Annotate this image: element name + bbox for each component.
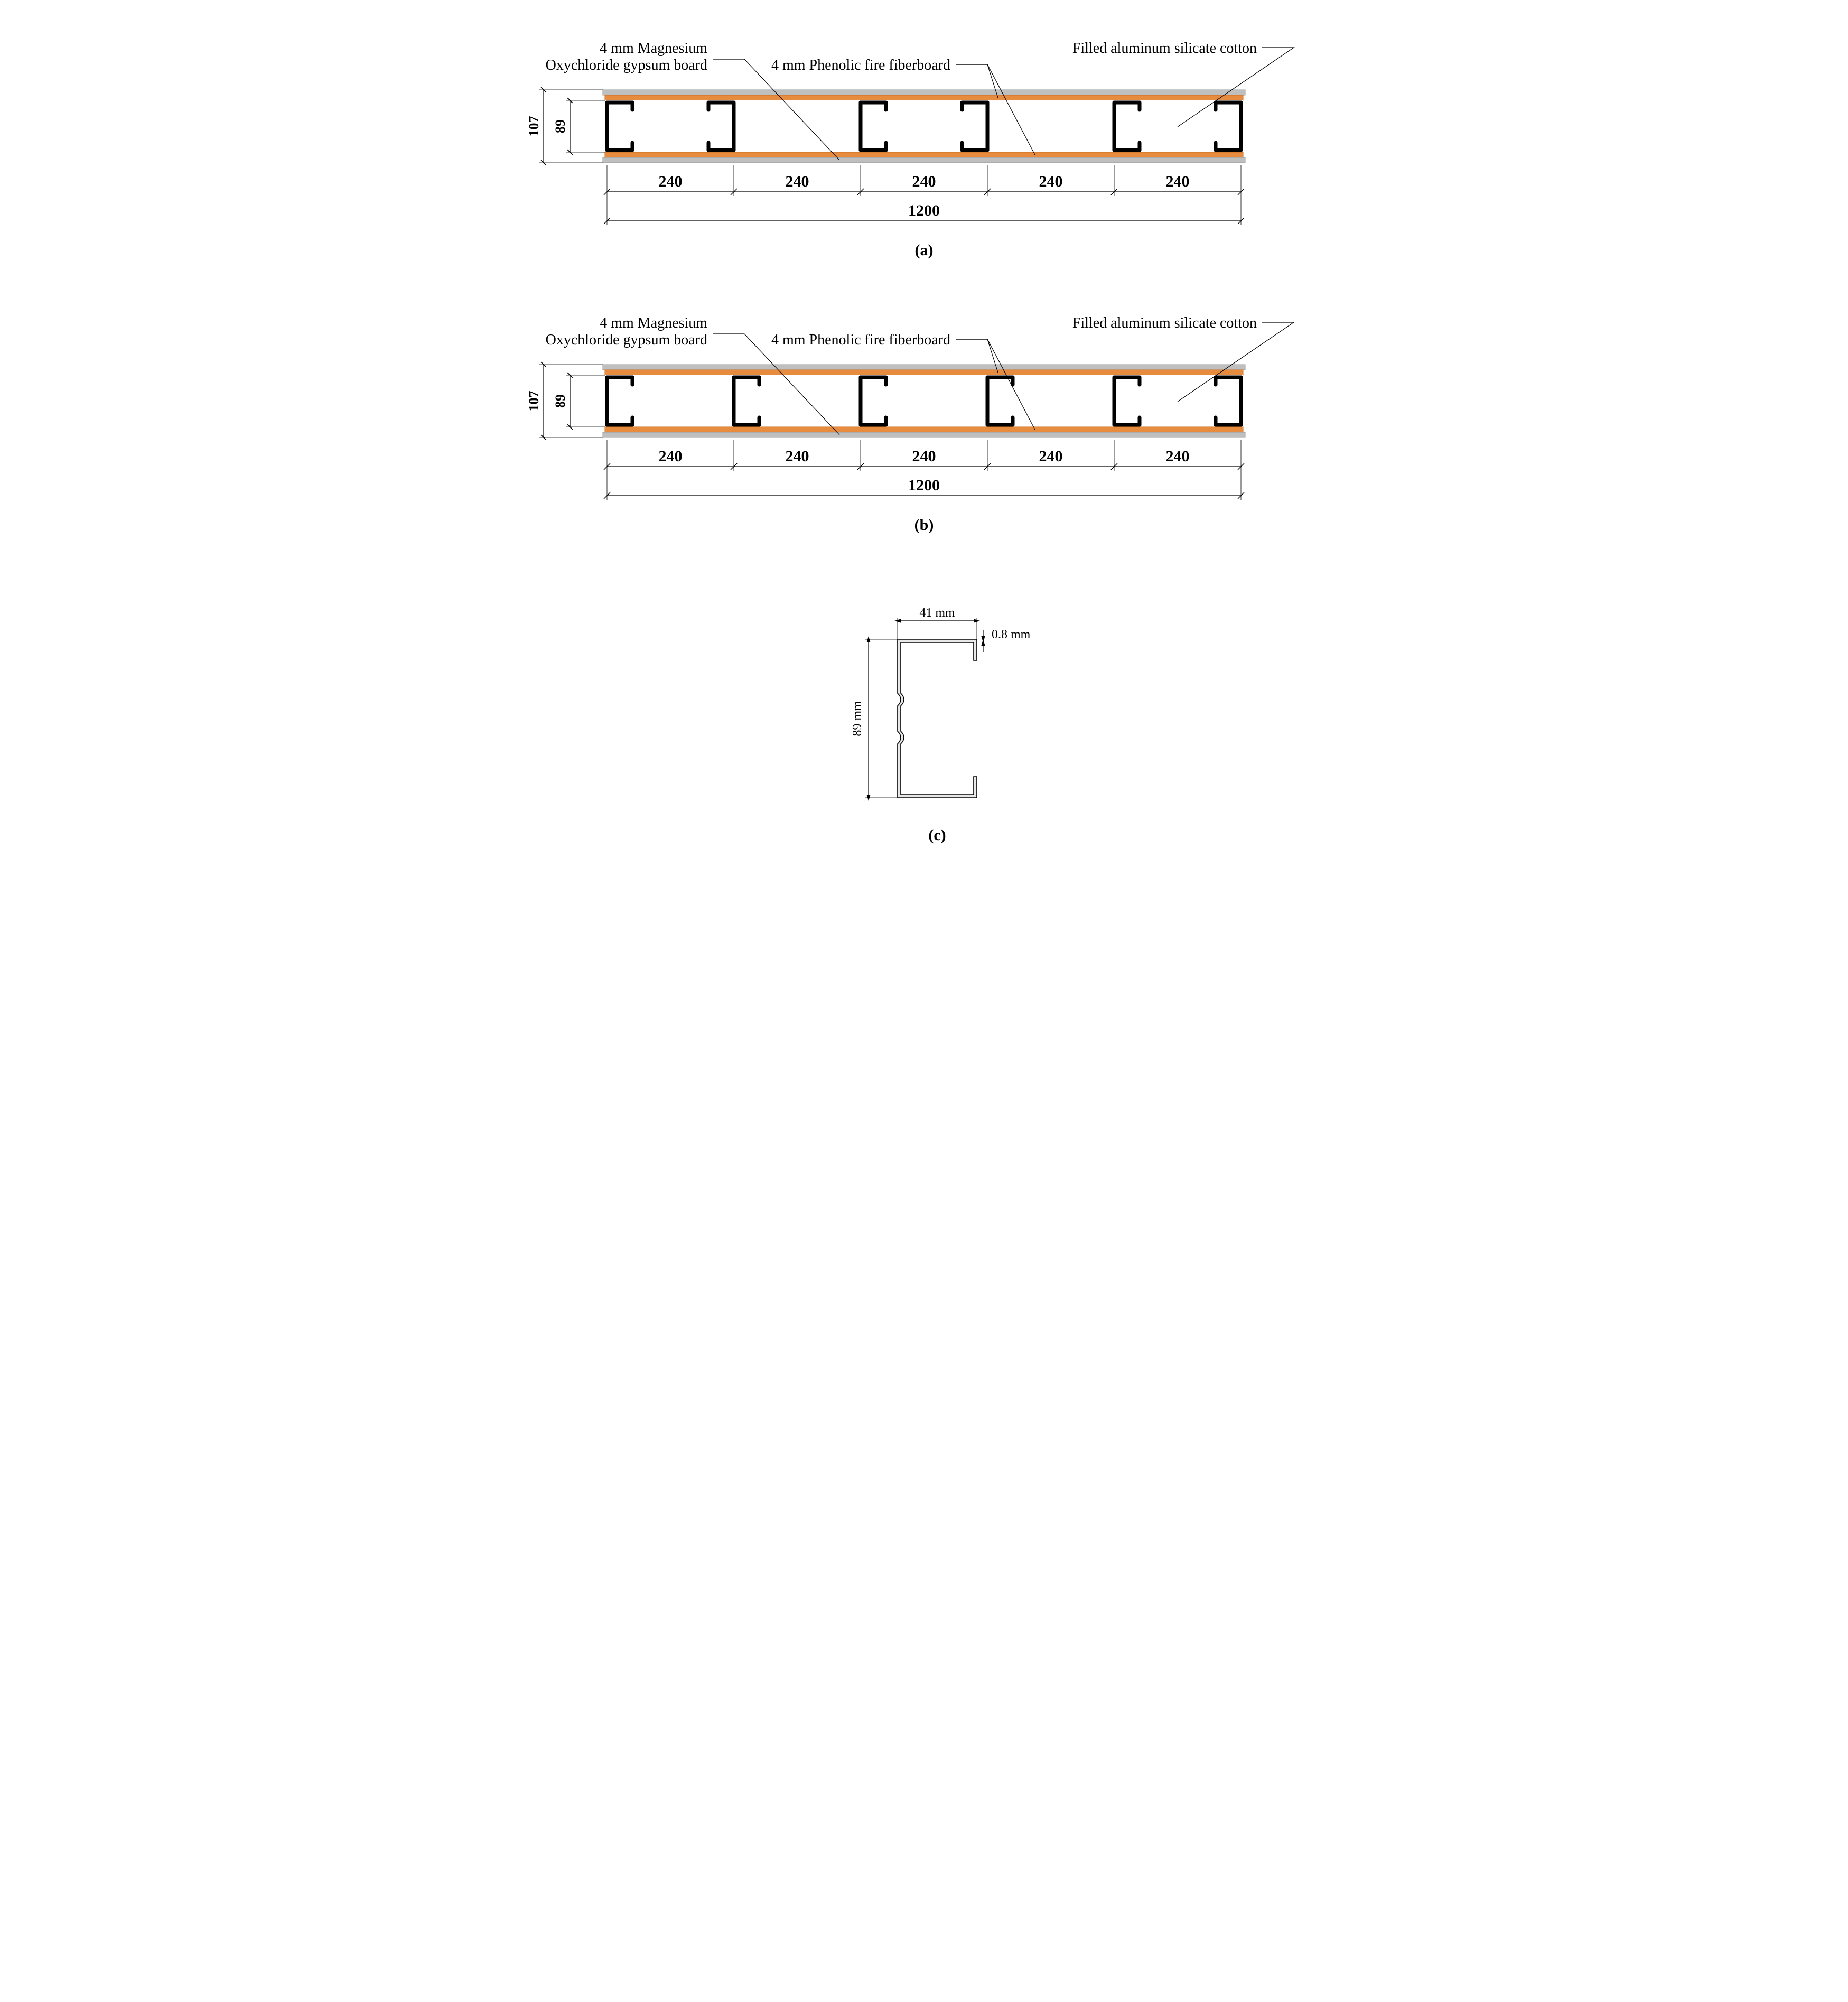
dim-segment: 240 (659, 173, 683, 190)
panel-a-svg: 4 mm MagnesiumOxychloride gypsum board 4 … (501, 21, 1347, 275)
dim-total: 1200 (908, 477, 940, 494)
dim-89: 89 (553, 394, 568, 408)
gypsum-label-line2: Oxychloride gypsum board (546, 57, 707, 73)
dim-107: 107 (526, 391, 542, 412)
panel-b-svg: 4 mm MagnesiumOxychloride gypsum board 4 … (501, 296, 1347, 571)
gypsum-label-line1: 4 mm Magnesium (600, 40, 707, 57)
dim-total: 1200 (908, 202, 940, 219)
dim-segment: 240 (912, 448, 936, 465)
gypsum-label-line1: 4 mm Magnesium (600, 315, 707, 331)
dim-segment: 240 (912, 173, 936, 190)
stud-profile (898, 639, 977, 798)
dim-profile-width: 41 mm (919, 606, 955, 620)
sub-label: (a) (915, 241, 934, 259)
panel-c-svg: 41 mm 0.8 mm 89 mm (c) (739, 592, 1109, 867)
dim-segment: 240 (1166, 448, 1190, 465)
dim-segment: 240 (786, 448, 809, 465)
sub-label: (b) (914, 516, 934, 534)
dim-segment: 240 (1166, 173, 1190, 190)
fill-label: Filled aluminum silicate cotton (1072, 40, 1257, 57)
fill-label: Filled aluminum silicate cotton (1072, 315, 1257, 331)
gypsum-label-line2: Oxychloride gypsum board (546, 332, 707, 348)
dim-107: 107 (526, 116, 542, 137)
dim-profile-height: 89 mm (851, 701, 864, 737)
phenolic-label: 4 mm Phenolic fire fiberboard (771, 57, 950, 73)
dim-profile-thk: 0.8 mm (992, 628, 1031, 641)
dim-segment: 240 (786, 173, 809, 190)
phenolic-label: 4 mm Phenolic fire fiberboard (771, 332, 950, 348)
dim-89: 89 (553, 119, 568, 133)
dim-segment: 240 (659, 448, 683, 465)
sub-label-c: (c) (928, 826, 946, 844)
dim-segment: 240 (1039, 173, 1063, 190)
dim-segment: 240 (1039, 448, 1063, 465)
